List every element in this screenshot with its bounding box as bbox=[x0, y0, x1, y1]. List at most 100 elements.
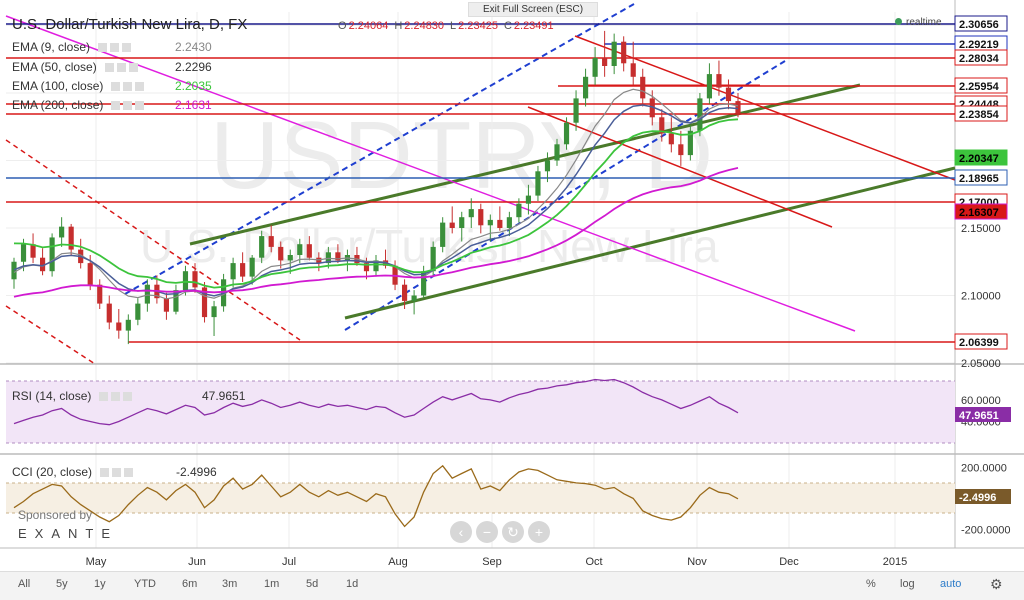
sponsor-logo[interactable]: EXANTE bbox=[18, 526, 119, 541]
candle-body bbox=[87, 263, 93, 285]
candle-body bbox=[678, 144, 684, 156]
range-1y[interactable]: 1y bbox=[94, 578, 106, 590]
red-channel-lower[interactable] bbox=[527, 106, 833, 228]
range-ytd[interactable]: YTD bbox=[134, 578, 156, 590]
ohlc-readout: O 2.24064 H 2.24830 L 2.23425 C 2.23491 bbox=[338, 20, 560, 32]
settings-gear-icon[interactable]: ⚙ bbox=[990, 576, 1003, 592]
ohlc-value: 2.24830 bbox=[404, 20, 445, 32]
candle-body bbox=[411, 295, 417, 301]
candle-body bbox=[39, 257, 46, 272]
zoom-plus-icon[interactable]: + bbox=[528, 521, 550, 543]
candle-body bbox=[306, 244, 312, 258]
indicator-ema-100[interactable]: EMA (100, close) 2.2035 bbox=[12, 79, 212, 93]
red-channel-upper[interactable] bbox=[574, 35, 956, 181]
candles bbox=[11, 30, 741, 345]
red-dash-lower[interactable] bbox=[5, 305, 96, 365]
price-label-text: 2.29219 bbox=[959, 39, 999, 51]
date-tick: Jun bbox=[188, 556, 206, 568]
candle-body bbox=[516, 203, 522, 218]
zoom-minus-icon[interactable]: − bbox=[476, 521, 498, 543]
candle-body bbox=[278, 246, 284, 261]
indicator-label: EMA (100, close) bbox=[12, 79, 104, 93]
candle-body bbox=[325, 252, 331, 264]
realtime-status: realtime bbox=[895, 17, 942, 28]
range-all[interactable]: All bbox=[18, 578, 31, 590]
candle-body bbox=[259, 236, 265, 258]
indicator-controls-icon[interactable] bbox=[98, 43, 133, 53]
rsi-line bbox=[13, 378, 739, 426]
indicator-ema-9[interactable]: EMA (9, close) 2.2430 bbox=[12, 40, 212, 54]
scale-auto[interactable]: auto bbox=[940, 578, 962, 590]
magenta-trend[interactable] bbox=[5, 15, 856, 332]
green-channel-lower[interactable] bbox=[344, 166, 956, 320]
cci-tick: -200.0000 bbox=[961, 524, 1011, 536]
candle-body bbox=[163, 298, 170, 312]
indicator-ema-200[interactable]: EMA (200, close) 2.1631 bbox=[12, 98, 212, 112]
indicator-controls-icon[interactable] bbox=[111, 101, 146, 111]
indicator-label: EMA (9, close) bbox=[12, 40, 91, 54]
indicator-ema-50[interactable]: EMA (50, close) 2.2296 bbox=[12, 60, 212, 74]
price-label-text: 2.16307 bbox=[959, 207, 999, 219]
rsi-band bbox=[6, 381, 955, 443]
zoom-out-icon[interactable]: ‹ bbox=[450, 521, 472, 543]
ohlc-c: C 2.23491 bbox=[504, 20, 554, 32]
candle-body bbox=[430, 246, 436, 272]
indicator-controls-icon[interactable] bbox=[111, 82, 146, 92]
range-1m[interactable]: 1m bbox=[264, 578, 280, 590]
range-5y[interactable]: 5y bbox=[56, 578, 68, 590]
candle-body bbox=[373, 260, 379, 272]
range-6m[interactable]: 6m bbox=[182, 578, 198, 590]
green-channel-upper[interactable] bbox=[189, 83, 861, 246]
scale-percent[interactable]: % bbox=[866, 578, 876, 590]
candle-body bbox=[59, 226, 65, 238]
indicator-controls-icon[interactable] bbox=[104, 63, 139, 73]
price-label-box bbox=[954, 169, 1008, 186]
price-label-text: 2.06399 bbox=[959, 337, 999, 349]
price-label-text: 2.18965 bbox=[959, 173, 999, 185]
candle-body bbox=[97, 284, 103, 304]
price-label-box bbox=[954, 149, 1008, 166]
candle-body bbox=[640, 76, 646, 99]
candle-body bbox=[30, 244, 36, 258]
range-5d[interactable]: 5d bbox=[306, 578, 319, 590]
rsi-tick: 60.0000 bbox=[961, 395, 1001, 407]
watermark-name: U.S. Dollar/Turkish New Lira bbox=[140, 220, 719, 272]
cci-label: CCI (20, close) bbox=[12, 465, 93, 479]
scale-log[interactable]: log bbox=[900, 578, 915, 590]
blue-channel-upper[interactable] bbox=[124, 3, 635, 295]
candle-body bbox=[421, 271, 427, 296]
cci-value: -2.4996 bbox=[176, 465, 217, 479]
drawn-trendlines[interactable] bbox=[5, 3, 956, 365]
price-label: 2.29219 bbox=[954, 35, 1008, 52]
value-box bbox=[955, 489, 1011, 504]
indicator-controls-icon[interactable] bbox=[99, 392, 134, 402]
reset-icon[interactable]: ↻ bbox=[502, 521, 524, 543]
horizontal-levels[interactable] bbox=[6, 23, 955, 343]
price-label: 2.06399 bbox=[954, 333, 1008, 350]
price-label: 2.23854 bbox=[954, 105, 1008, 122]
candle-body bbox=[621, 41, 627, 64]
value-box-text: -2.4996 bbox=[959, 492, 996, 504]
candle-body bbox=[706, 74, 713, 99]
candle-body bbox=[192, 271, 198, 288]
indicator-cci[interactable]: CCI (20, close) -2.4996 bbox=[12, 465, 217, 479]
range-1d[interactable]: 1d bbox=[346, 578, 359, 590]
blue-channel-lower[interactable] bbox=[344, 60, 786, 331]
price-label-box bbox=[954, 105, 1008, 122]
status-dot-icon bbox=[895, 18, 902, 25]
oscillator-lines bbox=[13, 378, 739, 528]
time-axis: May Jun Jul Aug Sep Oct Nov Dec 2015 bbox=[86, 556, 908, 568]
candle-body bbox=[735, 101, 741, 114]
price-tick: 2.15000 bbox=[961, 223, 1001, 235]
candle-body bbox=[554, 144, 560, 161]
candle-body bbox=[611, 41, 617, 66]
candle-body bbox=[544, 160, 551, 172]
ema-100-line bbox=[13, 118, 739, 289]
price-label: 2.20347 bbox=[954, 149, 1008, 166]
exit-fullscreen-button[interactable]: Exit Full Screen (ESC) bbox=[468, 2, 599, 17]
range-3m[interactable]: 3m bbox=[222, 578, 238, 590]
indicator-controls-icon[interactable] bbox=[100, 468, 135, 478]
indicator-rsi[interactable]: RSI (14, close) 47.9651 bbox=[12, 389, 245, 403]
